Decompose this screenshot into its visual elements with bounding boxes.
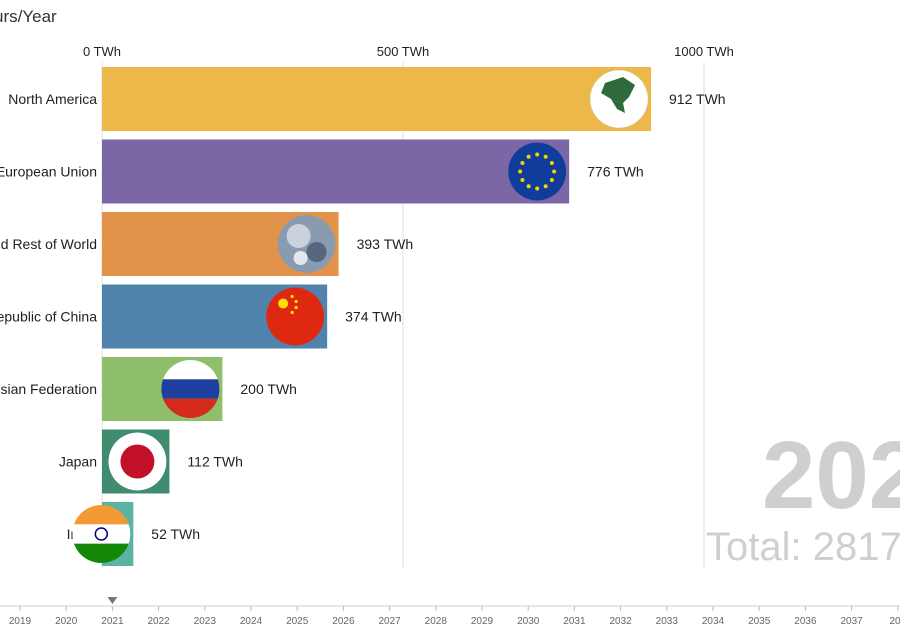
timeline-year-label[interactable]: 2030 (517, 616, 540, 627)
x-tick-label: 500 TWh (377, 44, 430, 59)
timeline-year-label[interactable]: 2022 (147, 616, 170, 627)
timeline-year-label[interactable]: 2032 (609, 616, 632, 627)
category-label: sian Federation (0, 381, 97, 397)
russia-flag-icon (161, 360, 220, 418)
timeline-playhead-icon[interactable] (107, 597, 118, 604)
chart-title: urs/Year (0, 7, 57, 26)
value-label: 52 TWh (151, 526, 200, 542)
earth-globe-icon (277, 215, 336, 273)
timeline-year-label[interactable]: 2025 (286, 616, 309, 627)
timeline[interactable]: 2019 2020 2021 2022 2023 2024 2025 2026 2027 2028… (0, 597, 900, 627)
year-display: 202 (762, 422, 900, 529)
timeline-year-label[interactable]: 2033 (656, 616, 679, 627)
bar-row: epublic of China 374 TWh (0, 284, 402, 349)
bar-row: Japan 112 TWh (59, 429, 243, 494)
japan-flag-icon (108, 432, 167, 491)
timeline-year-label[interactable]: 2024 (240, 616, 263, 627)
timeline-year-label[interactable]: 2029 (471, 616, 494, 627)
bar-row: North America 912 TWh (8, 67, 726, 131)
x-tick-label: 1000 TWh (674, 44, 734, 59)
x-tick-label: 0 TWh (83, 44, 121, 59)
value-label: 912 TWh (669, 91, 726, 107)
value-label: 200 TWh (240, 381, 297, 397)
timeline-year-label[interactable]: 2035 (748, 616, 771, 627)
bar (102, 67, 652, 131)
timeline-year-label[interactable]: 2027 (378, 616, 401, 627)
india-flag-icon (72, 505, 131, 563)
category-label: epublic of China (0, 309, 97, 325)
bar (102, 139, 570, 204)
value-label: 776 TWh (587, 164, 644, 180)
timeline-year-label[interactable]: 2036 (794, 616, 817, 627)
timeline-year-label[interactable]: 2031 (563, 616, 586, 627)
eu-flag-icon (508, 142, 567, 201)
total-display: Total: 2817 (706, 525, 900, 569)
china-flag-icon (266, 287, 325, 346)
value-label: 393 TWh (357, 236, 414, 252)
category-label: European Union (0, 164, 97, 180)
timeline-year-label[interactable]: 2026 (332, 616, 355, 627)
north-america-globe-icon (590, 70, 649, 128)
timeline-year-label[interactable]: 2034 (702, 616, 725, 627)
category-label: Japan (59, 454, 97, 470)
value-label: 112 TWh (187, 454, 243, 470)
timeline-year-label[interactable]: 2021 (101, 616, 124, 627)
x-axis-ticks: 0 TWh 500 TWh 1000 TWh (83, 44, 734, 59)
value-label: 374 TWh (345, 309, 402, 325)
bar-row: India52 TWh (67, 502, 200, 566)
timeline-year-label[interactable]: 2023 (194, 616, 217, 627)
category-label: North America (8, 91, 97, 107)
timeline-year-label[interactable]: 2028 (425, 616, 448, 627)
bar-row: European Union 776 TWh (0, 139, 644, 204)
timeline-year-label[interactable]: 2037 (840, 616, 863, 627)
timeline-year-label[interactable]: 203 (889, 616, 900, 627)
bar-row: sian Federation 200 TWh (0, 357, 297, 421)
timeline-year-label[interactable]: 2019 (9, 616, 32, 627)
timeline-year-label[interactable]: 2020 (55, 616, 78, 627)
category-label: d Rest of World (1, 236, 97, 252)
bar-row: d Rest of World 393 TWh (1, 212, 413, 276)
bars-group: North America 912 TWh European Union 776 TW… (0, 67, 726, 566)
